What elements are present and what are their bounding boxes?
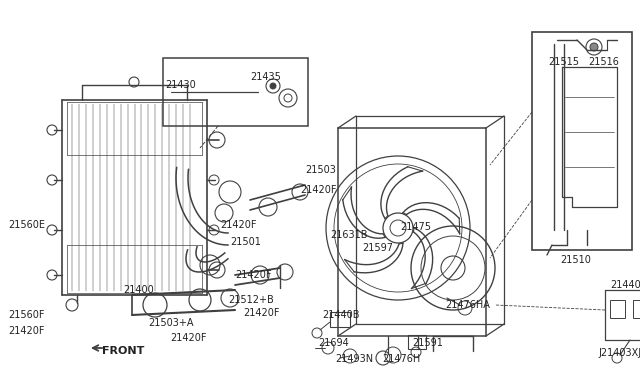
Bar [330, 312, 350, 327]
Text: 21420F: 21420F [235, 270, 271, 280]
Text: 21560E: 21560E [8, 220, 45, 230]
Text: 21694: 21694 [318, 338, 349, 348]
Text: 21400: 21400 [123, 285, 154, 295]
Text: 21430: 21430 [165, 80, 196, 90]
Text: 21440H: 21440H [610, 280, 640, 290]
Text: 21420F: 21420F [8, 326, 45, 336]
Text: 21501: 21501 [230, 237, 261, 247]
Text: 21560F: 21560F [8, 310, 45, 320]
Text: 21475: 21475 [400, 222, 431, 232]
Bar [633, 300, 640, 318]
Text: 21435: 21435 [250, 72, 281, 82]
Text: 21493N: 21493N [335, 354, 373, 364]
Circle shape [270, 83, 276, 89]
Text: 21420F: 21420F [220, 220, 257, 230]
Text: 21420F: 21420F [243, 308, 280, 318]
Text: J21403XJ: J21403XJ [598, 348, 640, 358]
Bar [408, 335, 426, 349]
Text: 21510: 21510 [560, 255, 591, 265]
Text: 21597: 21597 [362, 243, 393, 253]
Bar [532, 32, 632, 250]
Text: 21512+B: 21512+B [228, 295, 274, 305]
Text: 21503+A: 21503+A [148, 318, 193, 328]
Circle shape [590, 43, 598, 51]
Bar [163, 58, 308, 126]
Text: 21440B: 21440B [322, 310, 360, 320]
Text: 21476H: 21476H [382, 354, 420, 364]
Text: 21420F: 21420F [170, 333, 207, 343]
Text: FRONT: FRONT [102, 346, 145, 356]
Text: 21516: 21516 [588, 57, 619, 67]
Bar [610, 300, 625, 318]
Text: 21476HA: 21476HA [445, 300, 490, 310]
Text: 21515: 21515 [548, 57, 579, 67]
Text: 21631B: 21631B [330, 230, 367, 240]
Text: 21591: 21591 [412, 338, 443, 348]
Text: 21503: 21503 [305, 165, 336, 175]
Text: 21420F: 21420F [300, 185, 337, 195]
